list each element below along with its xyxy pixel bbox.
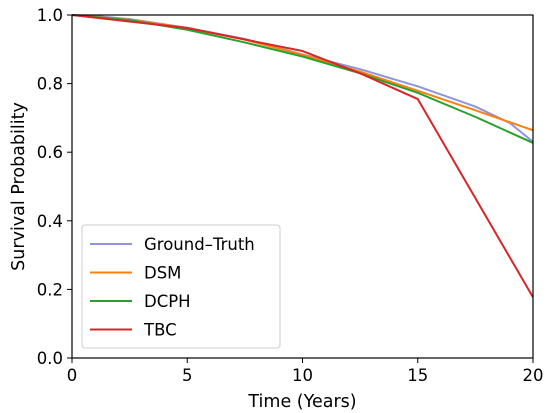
legend-label: DCPH [144, 292, 191, 311]
series-line-ground-truth [71, 14, 534, 143]
y-tick-label: 0.6 [37, 143, 63, 162]
y-tick-label: 1.0 [37, 6, 63, 25]
x-tick-label: 5 [182, 366, 193, 385]
series-layer [71, 14, 534, 298]
x-axis-label: Time (Years) [247, 392, 356, 412]
series-line-tbc [71, 14, 534, 298]
y-axis-label: Survival Probability [9, 102, 29, 271]
x-tick-label: 10 [292, 366, 313, 385]
ticks-layer: 0 5 10 15 20 0.0 0.2 0.4 0.6 0.8 1.0 [37, 6, 544, 385]
legend: Ground–Truth DSM DCPH TBC [81, 224, 281, 349]
x-tick-label: 0 [67, 366, 78, 385]
legend-label: DSM [144, 264, 181, 283]
series-line-dcph [71, 14, 534, 144]
legend-label: Ground–Truth [144, 235, 255, 254]
legend-label: TBC [143, 321, 177, 340]
x-tick-label: 20 [523, 366, 544, 385]
y-tick-label: 0.4 [37, 212, 63, 231]
y-tick-label: 0.2 [37, 280, 63, 299]
y-tick-label: 0.8 [37, 75, 63, 94]
x-tick-label: 15 [407, 366, 428, 385]
y-tick-label: 0.0 [37, 349, 63, 368]
legend-box [81, 224, 281, 349]
